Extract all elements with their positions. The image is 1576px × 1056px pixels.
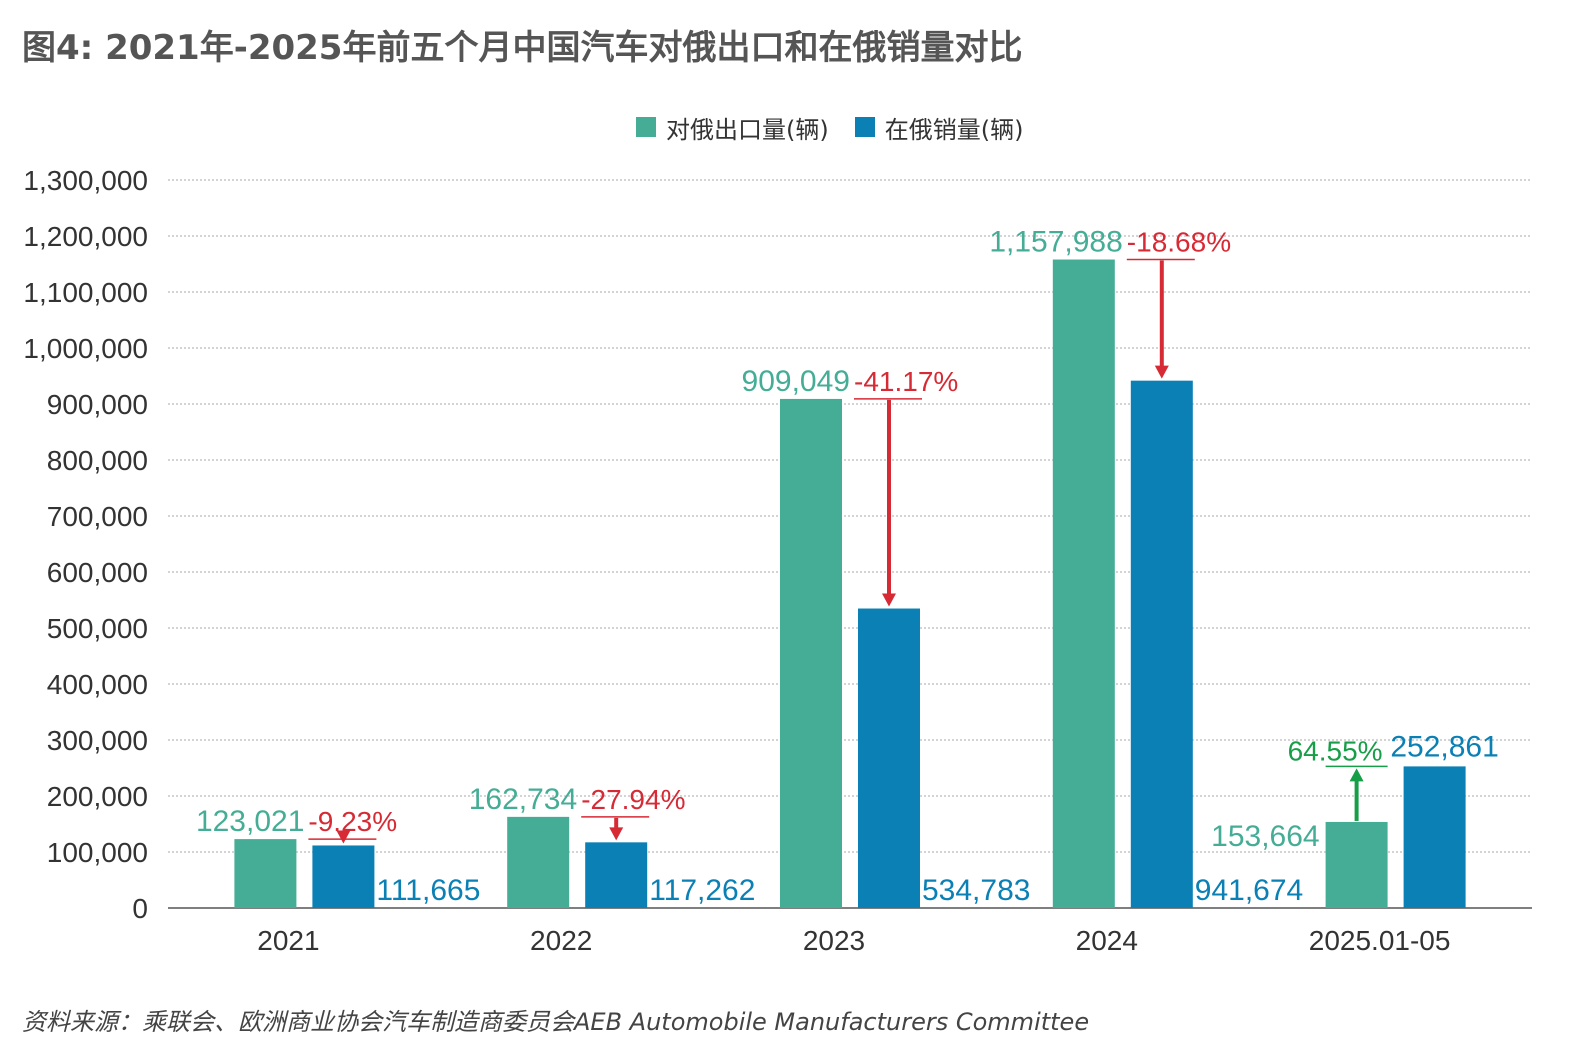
y-tick-label: 100,000	[47, 837, 148, 868]
change-arrow-head	[1349, 768, 1364, 782]
data-label-sales: 111,665	[376, 874, 480, 907]
bar-export	[1325, 821, 1388, 908]
data-label-sales: 941,674	[1195, 874, 1303, 907]
legend-item-sales: 在俄销量(辆)	[854, 110, 1024, 145]
y-tick-label: 700,000	[47, 501, 148, 532]
data-label-export: 153,664	[1211, 820, 1319, 853]
y-tick-label: 400,000	[47, 669, 148, 700]
x-tick-label: 2023	[803, 925, 865, 956]
x-tick-label: 2022	[530, 925, 592, 956]
data-label-sales: 252,861	[1390, 730, 1498, 763]
bar-sales	[312, 845, 375, 908]
bar-export	[507, 816, 570, 908]
data-label-export: 162,734	[469, 783, 577, 816]
change-arrow-head	[609, 827, 624, 841]
bar-sales	[1403, 766, 1466, 908]
legend-swatch-sales	[854, 117, 875, 137]
legend-swatch-export	[636, 117, 656, 137]
bar-layer	[234, 258, 1466, 908]
y-tick-label: 900,000	[47, 389, 148, 420]
chart-title: 图4: 2021年-2025年前五个月中国汽车对俄出口和在俄销量对比	[22, 28, 1023, 68]
bar-sales	[858, 608, 920, 908]
x-tick-label: 2024	[1076, 925, 1138, 956]
data-label-sales: 534,783	[922, 874, 1030, 907]
source-note: 资料来源：乘联会、欧洲商业协会汽车制造商委员会AEB Automobile Ma…	[22, 1008, 1090, 1036]
bar-sales	[1130, 380, 1193, 908]
x-tick-label: 2025.01-05	[1309, 925, 1451, 956]
legend: 对俄出口量(辆) 在俄销量(辆)	[636, 110, 1049, 144]
legend-label-sales: 在俄销量(辆)	[884, 115, 1024, 144]
change-label: -27.94%	[581, 784, 685, 815]
bar-chart: 0 100,000 200,000 300,000 400,000 500,000 600,…	[23, 165, 1532, 956]
change-arrow-head	[336, 830, 351, 844]
data-label-export: 909,049	[742, 365, 850, 398]
bar-export	[234, 839, 297, 908]
y-tick-label: 600,000	[47, 557, 148, 588]
change-label: -41.17%	[854, 366, 958, 397]
grid-layer	[168, 179, 1532, 909]
y-tick-label: 1,100,000	[23, 277, 148, 308]
y-tick-label: 1,300,000	[23, 165, 148, 196]
change-label: -9.23%	[308, 806, 397, 837]
legend-label-export: 对俄出口量(辆)	[666, 115, 829, 144]
y-tick-label: 200,000	[47, 781, 148, 812]
y-tick-label: 1,000,000	[23, 333, 148, 364]
bar-export	[1052, 259, 1115, 908]
data-label-export: 1,157,988	[989, 226, 1122, 259]
y-tick-label: 0	[132, 893, 148, 924]
y-tick-label: 300,000	[47, 725, 148, 756]
label-layer: 0 100,000 200,000 300,000 400,000 500,000 600,…	[23, 165, 1498, 956]
change-label: 64.55%	[1288, 735, 1383, 766]
change-label: -18.68%	[1127, 227, 1231, 258]
y-tick-label: 1,200,000	[23, 221, 148, 252]
y-tick-label: 500,000	[47, 613, 148, 644]
bar-export	[780, 398, 842, 908]
legend-item-export: 对俄出口量(辆)	[636, 110, 829, 145]
data-label-export: 123,021	[196, 805, 304, 838]
y-tick-label: 800,000	[47, 445, 148, 476]
data-label-sales: 117,262	[649, 874, 755, 907]
x-tick-label: 2021	[257, 925, 319, 956]
change-arrow-head	[882, 593, 896, 607]
bar-sales	[585, 842, 648, 908]
change-arrow-head	[1154, 365, 1169, 379]
